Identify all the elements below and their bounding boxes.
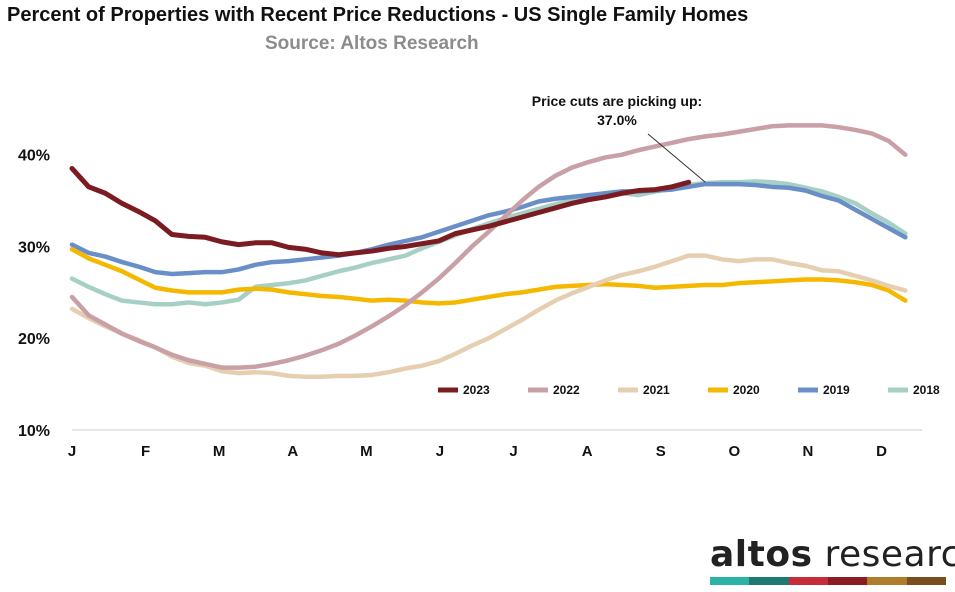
logo-wordmark: altos research — [710, 534, 955, 575]
logo-bar-segment — [827, 577, 868, 585]
y-tick-label: 40% — [18, 148, 50, 165]
series-line-2020 — [69, 246, 908, 306]
series-lines — [69, 123, 908, 380]
series-line-2018 — [69, 179, 908, 307]
axes: 10% 20% 30% 40% J F M A M J J A S O N D — [18, 148, 922, 460]
x-tick-label: J — [509, 443, 517, 460]
annotation: Price cuts are picking up: 37.0% — [532, 93, 706, 183]
logo-text-regular: research — [824, 534, 955, 575]
x-tick-label: M — [213, 443, 226, 460]
logo-bar-segment — [867, 577, 907, 585]
legend: 2023 2022 2021 2020 2019 2018 — [438, 383, 940, 397]
x-tick-label: O — [729, 443, 741, 460]
series-line-2022 — [69, 123, 908, 370]
legend-label-2022: 2022 — [553, 383, 580, 397]
y-tick-label: 10% — [18, 423, 50, 440]
logo-bar-segment — [788, 577, 828, 585]
annotation-line2: 37.0% — [597, 112, 637, 128]
legend-label-2021: 2021 — [643, 383, 670, 397]
series-line-2023 — [69, 165, 692, 258]
legend-label-2023: 2023 — [463, 383, 490, 397]
x-tick-label: N — [803, 443, 814, 460]
x-tick-label: F — [141, 443, 150, 460]
x-tick-label: S — [656, 443, 666, 460]
logo-bar-segment — [906, 577, 946, 585]
annotation-line1: Price cuts are picking up: — [532, 93, 702, 109]
logo-bar-segment — [749, 577, 789, 585]
annotation-pointer — [647, 133, 706, 183]
series-line-2021 — [69, 253, 908, 380]
logo-bar-segment — [710, 577, 750, 585]
chart-title: Percent of Properties with Recent Price … — [7, 4, 749, 26]
logo-color-bar — [710, 577, 946, 585]
series-line-2019 — [69, 181, 908, 277]
x-tick-label: M — [360, 443, 373, 460]
logo-text-bold: altos — [710, 534, 813, 575]
x-tick-label: D — [876, 443, 887, 460]
x-tick-label: A — [287, 443, 298, 460]
x-tick-label: A — [582, 443, 593, 460]
legend-label-2018: 2018 — [913, 383, 940, 397]
chart-subtitle: Source: Altos Research — [265, 33, 479, 54]
legend-label-2019: 2019 — [823, 383, 850, 397]
y-tick-label: 20% — [18, 331, 50, 348]
x-tick-label: J — [68, 443, 76, 460]
x-tick-label: J — [436, 443, 444, 460]
y-tick-label: 30% — [18, 239, 50, 256]
altos-research-logo: altos research — [710, 534, 955, 587]
legend-label-2020: 2020 — [733, 383, 760, 397]
